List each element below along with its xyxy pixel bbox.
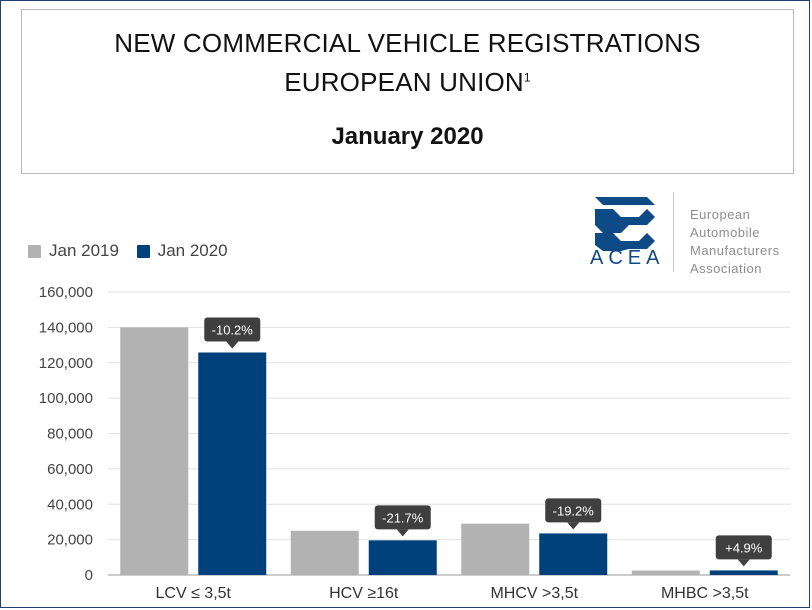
bar-jan-2020 bbox=[539, 533, 608, 575]
footnote-marker: 1 bbox=[523, 70, 531, 85]
change-label-pointer bbox=[567, 522, 580, 530]
bar-jan-2019 bbox=[290, 530, 359, 575]
title-line-1: NEW COMMERCIAL VEHICLE REGISTRATIONS bbox=[114, 28, 701, 58]
bar-jan-2020 bbox=[709, 570, 778, 575]
change-label-pointer bbox=[396, 529, 409, 537]
acea-logo: ACEA European Automobile Manufacturers A… bbox=[590, 190, 800, 280]
y-tick-label: 40,000 bbox=[47, 496, 93, 513]
legend-swatch-jan-2019 bbox=[28, 244, 41, 258]
y-tick-label: 0 bbox=[85, 567, 93, 584]
change-label-pointer bbox=[226, 341, 239, 349]
legend-swatch-jan-2020 bbox=[136, 244, 150, 258]
x-tick-label: HCV ≥16t bbox=[329, 585, 399, 602]
acea-full-name: European Automobile Manufacturers Associ… bbox=[690, 206, 780, 278]
acea-logo-icon bbox=[595, 197, 655, 251]
bar-jan-2020 bbox=[198, 352, 267, 575]
acea-name-line-2: Automobile bbox=[690, 225, 761, 240]
title-box: NEW COMMERCIAL VEHICLE REGISTRATIONS EUR… bbox=[21, 9, 794, 174]
change-label-box bbox=[545, 498, 602, 523]
y-tick-label: 20,000 bbox=[47, 532, 93, 549]
y-tick-label: 60,000 bbox=[47, 461, 93, 478]
acea-name-line-3: Manufacturers bbox=[690, 243, 780, 258]
change-label: -21.7% bbox=[382, 510, 424, 525]
x-tick-label: MHCV >3,5t bbox=[490, 585, 578, 602]
change-label-box bbox=[374, 505, 431, 530]
acea-name-line-4: Association bbox=[690, 261, 762, 276]
bar-jan-2019 bbox=[461, 523, 530, 575]
bar-jan-2019 bbox=[120, 327, 189, 575]
title-line-2-text: EUROPEAN UNION bbox=[284, 67, 524, 97]
legend-label-jan-2019: Jan 2019 bbox=[49, 241, 119, 260]
change-label-box bbox=[204, 317, 261, 342]
y-tick-label: 140,000 bbox=[39, 319, 93, 336]
change-label-pointer bbox=[737, 559, 750, 567]
acea-name-line-1: European bbox=[690, 207, 751, 222]
y-tick-label: 80,000 bbox=[47, 426, 93, 443]
y-tick-label: 120,000 bbox=[39, 355, 93, 372]
y-tick-label: 100,000 bbox=[39, 390, 93, 407]
acea-wordmark: ACEA bbox=[590, 247, 665, 269]
legend-item-jan-2020: Jan 2020 bbox=[136, 241, 228, 261]
bar-jan-2019 bbox=[631, 570, 700, 575]
x-tick-label: MHBC >3,5t bbox=[661, 585, 749, 602]
legend-label-jan-2020: Jan 2020 bbox=[157, 241, 228, 260]
bar-jan-2020 bbox=[368, 540, 437, 575]
legend: Jan 2019 Jan 2020 bbox=[28, 241, 241, 263]
subtitle: January 2020 bbox=[331, 123, 484, 150]
title-line-2: EUROPEAN UNION1 bbox=[22, 69, 793, 95]
change-label: +4.9% bbox=[725, 540, 763, 555]
y-tick-label: 160,000 bbox=[39, 284, 93, 301]
change-label: -10.2% bbox=[212, 322, 254, 337]
change-label: -19.2% bbox=[553, 503, 595, 518]
legend-item-jan-2019: Jan 2019 bbox=[28, 241, 119, 261]
x-tick-label: LCV ≤ 3,5t bbox=[156, 585, 232, 602]
logo-divider bbox=[673, 192, 674, 272]
change-label-box bbox=[715, 535, 772, 560]
